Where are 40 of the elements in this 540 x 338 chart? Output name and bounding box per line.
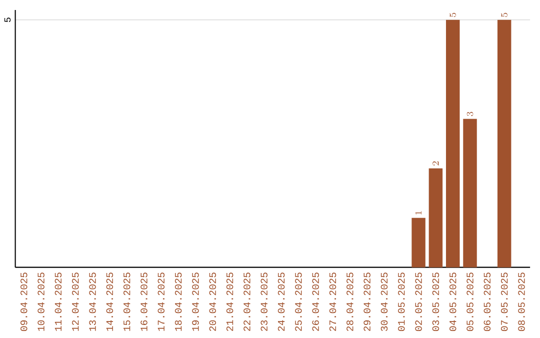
x-tick-label: 17.04.2025 <box>158 272 165 331</box>
bar <box>428 168 443 268</box>
x-tick-label: 18.04.2025 <box>174 272 182 331</box>
x-tick-label: 14.04.2025 <box>106 272 114 331</box>
x-tick-label: 23.04.2025 <box>260 272 268 331</box>
data-label: 3 <box>466 112 474 116</box>
x-tick-label: 27.04.2025 <box>329 272 336 331</box>
data-label: 5 <box>450 12 456 18</box>
x-tick-label: 21.04.2025 <box>226 272 234 331</box>
x-tick-label: 13.04.2025 <box>89 272 96 331</box>
x-tick-label: 15.04.2025 <box>123 272 130 331</box>
x-tick-label: 08.05.2025 <box>518 272 525 332</box>
x-tick-label: 29.04.2025 <box>364 272 370 331</box>
bar <box>497 20 512 268</box>
x-tick-label: 06.05.2025 <box>484 272 491 332</box>
x-tick-label: 02.05.2025 <box>415 272 422 332</box>
x-tick-label: 10.04.2025 <box>38 272 44 331</box>
bar <box>446 20 460 268</box>
x-tick-label: 03.05.2025 <box>432 272 440 332</box>
x-tick-label: 24.04.2025 <box>278 272 285 331</box>
bar <box>412 218 426 268</box>
x-tick-label: 19.04.2025 <box>192 272 199 331</box>
x-tick-label: 05.05.2025 <box>466 272 474 332</box>
x-tick-label: 11.04.2025 <box>54 272 62 331</box>
x-tick-label: 30.04.2025 <box>380 272 388 332</box>
data-label: 2 <box>432 161 439 166</box>
x-tick-label: 25.04.2025 <box>295 272 302 331</box>
x-tick-label: 07.05.2025 <box>500 272 508 332</box>
bar <box>463 118 477 268</box>
data-label: 5 <box>501 12 508 18</box>
x-tick-label: 09.04.2025 <box>20 272 28 332</box>
x-tick-label: 01.05.2025 <box>398 272 405 332</box>
x-tick-label: 26.04.2025 <box>312 272 319 331</box>
x-tick-label: 28.04.2025 <box>346 272 354 331</box>
x-tick-label: 12.04.2025 <box>72 272 79 331</box>
x-tick-label: 16.04.2025 <box>140 272 148 331</box>
x-tick-label: 04.05.2025 <box>449 272 456 332</box>
x-tick-label: 20.04.2025 <box>209 272 216 331</box>
data-label: 1 <box>415 211 422 215</box>
x-tick-label: 22.04.2025 <box>244 272 250 331</box>
